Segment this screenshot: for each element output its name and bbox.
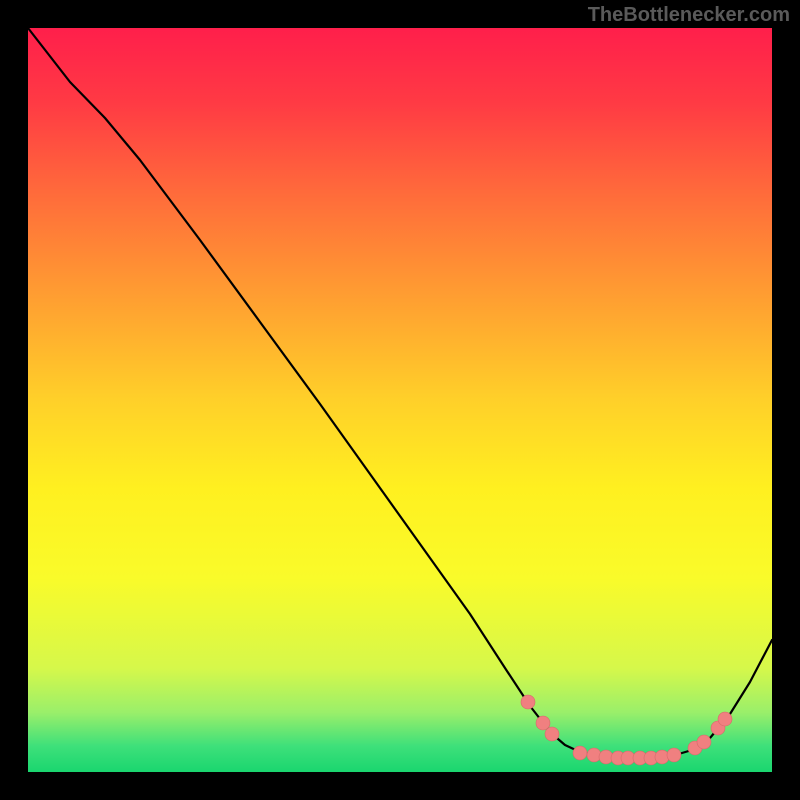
marker-dot [718,712,732,726]
marker-dot [536,716,550,730]
marker-dot [521,695,535,709]
marker-dot [545,727,559,741]
plot-area [28,28,772,772]
marker-dot [667,748,681,762]
marker-dot [587,748,601,762]
chart-container: TheBottlenecker.com [0,0,800,800]
marker-dot [655,750,669,764]
marker-dot [573,746,587,760]
marker-dot [697,735,711,749]
watermark-text: TheBottlenecker.com [588,4,790,27]
chart-svg [0,0,800,800]
